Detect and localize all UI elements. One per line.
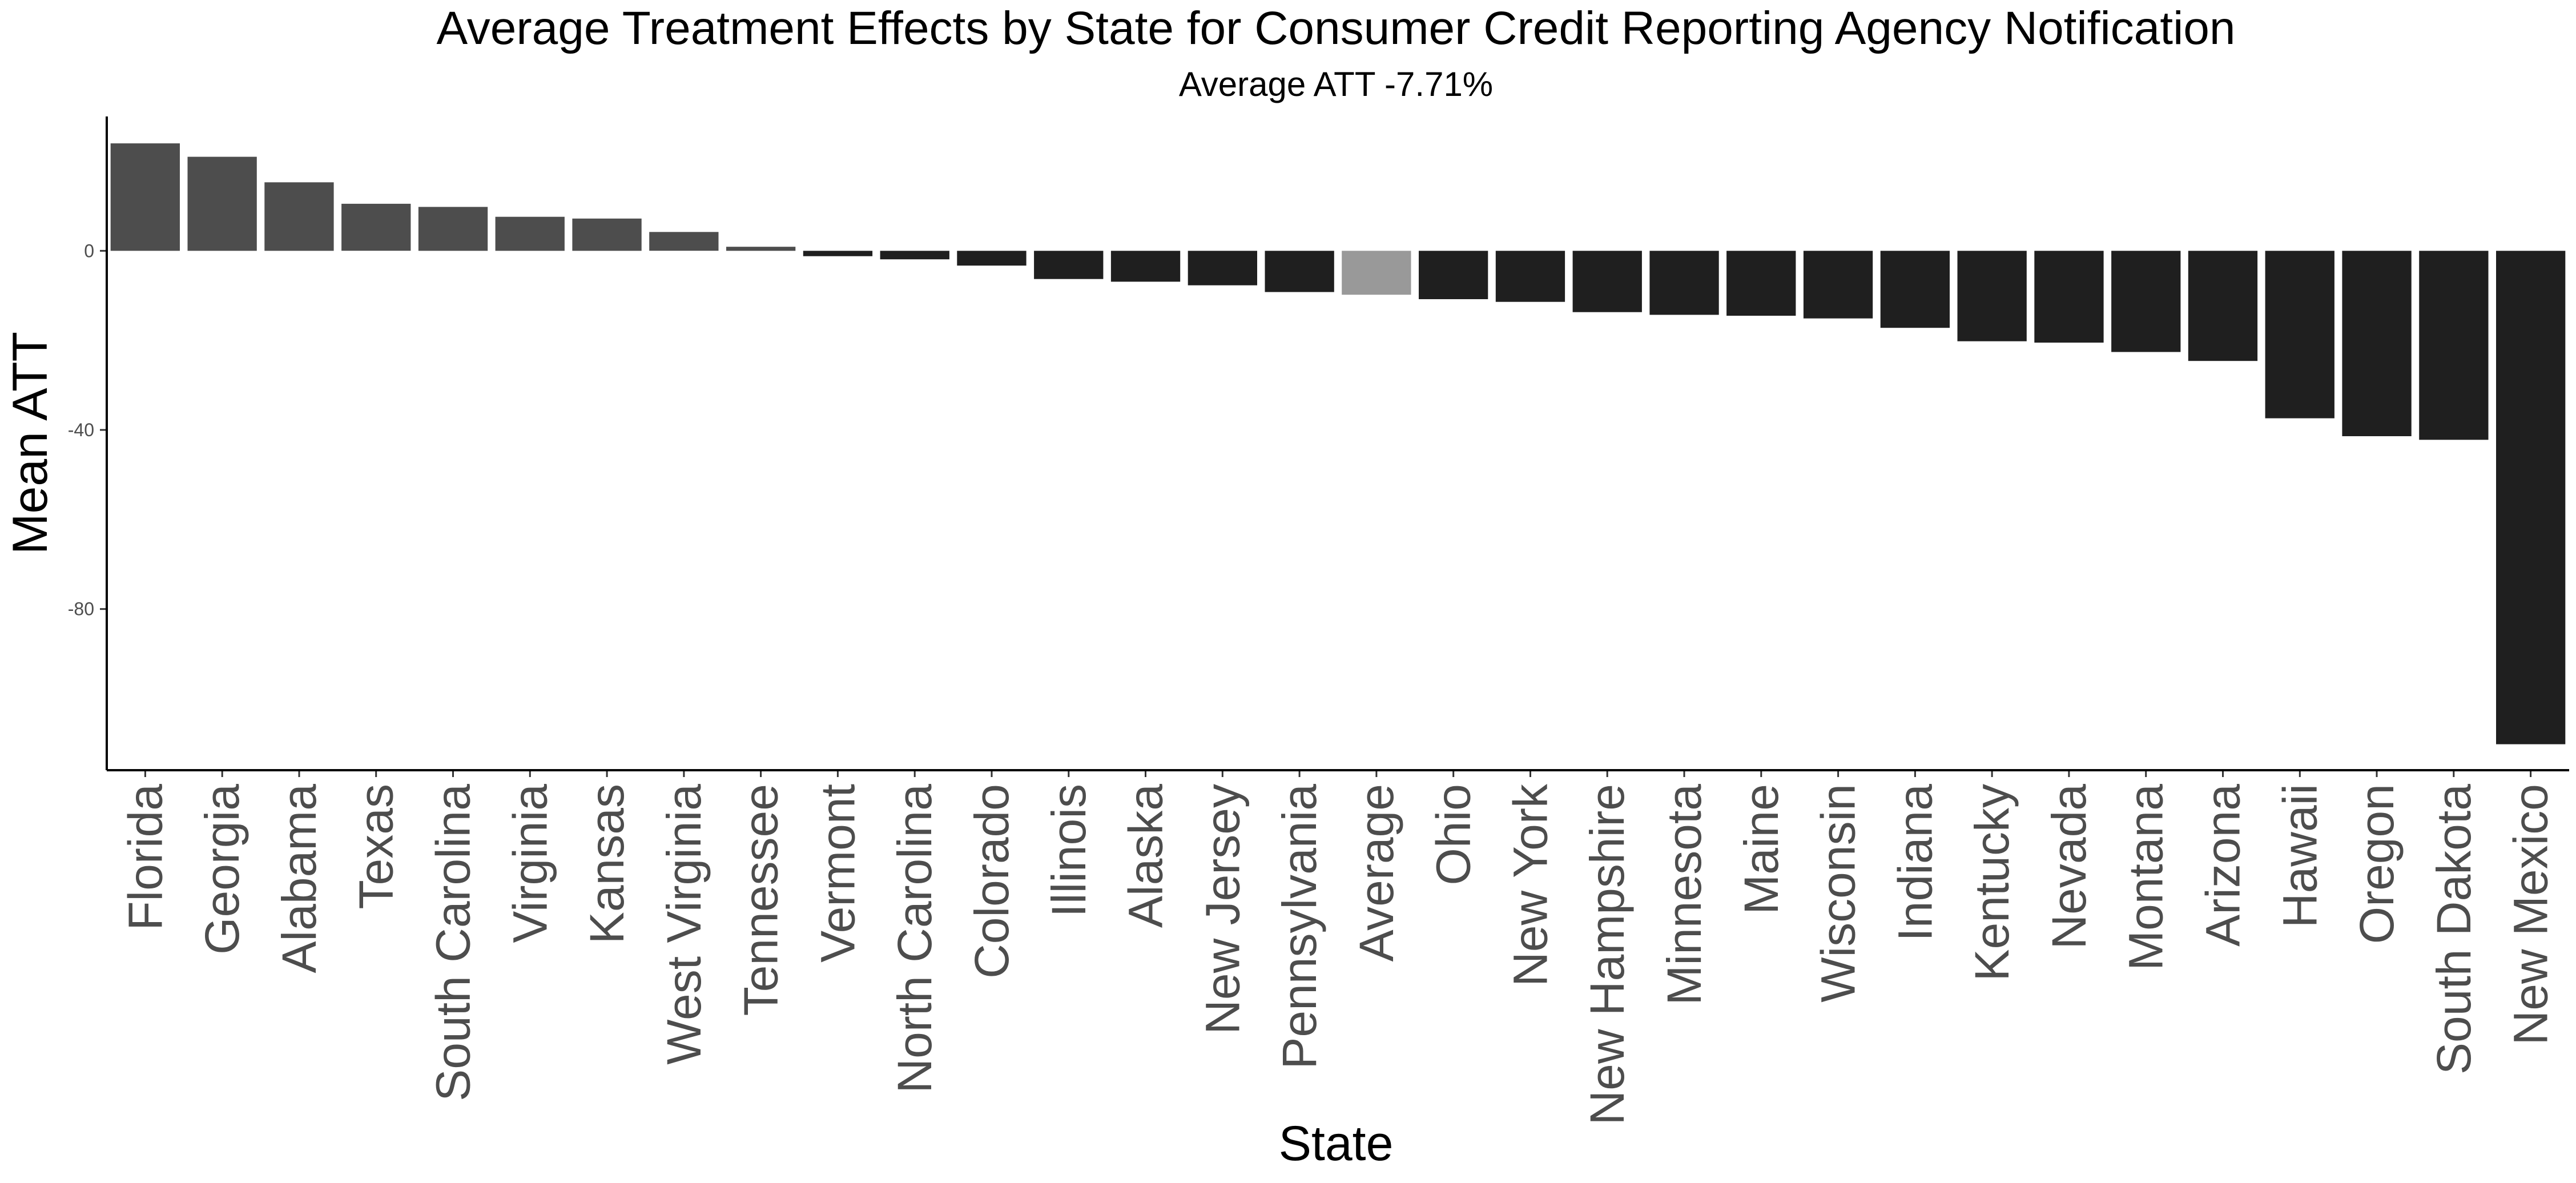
x-tick-label: Minnesota bbox=[1657, 784, 1711, 1005]
bar-florida bbox=[110, 143, 180, 251]
bar-ohio bbox=[1419, 251, 1488, 299]
x-tick-label: South Carolina bbox=[426, 784, 480, 1101]
bar-south-dakota bbox=[2419, 251, 2489, 440]
bar-new-york bbox=[1495, 251, 1565, 302]
bar-arizona bbox=[2188, 251, 2258, 361]
y-ticks-group: 0 -40 -80 bbox=[68, 240, 107, 619]
x-tick-label: Virginia bbox=[503, 784, 557, 943]
x-tick-label: Illinois bbox=[1042, 784, 1096, 917]
x-tick-label: South Dakota bbox=[2427, 784, 2481, 1075]
bar-colorado bbox=[957, 251, 1027, 266]
x-tick-label: Indiana bbox=[1888, 784, 1942, 941]
x-tick-label: Arizona bbox=[2196, 784, 2250, 947]
bar-kansas bbox=[572, 218, 642, 251]
x-tick-label: Georgia bbox=[195, 784, 249, 955]
bar-montana bbox=[2111, 251, 2181, 352]
bar-wisconsin bbox=[1803, 251, 1873, 319]
bar-maine bbox=[1726, 251, 1796, 316]
x-tick-labels: Florida Georgia Alabama Texas South Carolina… bbox=[118, 770, 2558, 1125]
x-tick-label: Alabama bbox=[272, 784, 326, 973]
x-tick-label: Wisconsin bbox=[1812, 784, 1865, 1003]
bar-vermont bbox=[803, 251, 873, 256]
bar-illinois bbox=[1034, 251, 1104, 279]
x-tick-label: Kentucky bbox=[1965, 784, 2019, 981]
bar-new-hampshire bbox=[1572, 251, 1642, 312]
bar-hawaii bbox=[2265, 251, 2334, 419]
y-tick-label: -80 bbox=[68, 599, 94, 619]
x-tick-label: Pennsylvania bbox=[1273, 784, 1326, 1069]
y-axis-title: Mean ATT bbox=[3, 332, 58, 554]
x-tick-label: New Mexico bbox=[2504, 784, 2558, 1045]
bar-georgia bbox=[187, 156, 257, 251]
x-tick-label: Hawaii bbox=[2273, 784, 2327, 928]
bar-west-virginia bbox=[649, 232, 719, 251]
bar-alabama bbox=[264, 182, 334, 251]
bar-nevada bbox=[2034, 251, 2104, 343]
bar-north-carolina bbox=[880, 251, 949, 260]
bar-south-carolina bbox=[418, 207, 488, 251]
bar-new-mexico bbox=[2496, 251, 2566, 745]
bar-new-jersey bbox=[1188, 251, 1257, 285]
bar-average bbox=[1342, 251, 1411, 295]
y-tick-label: -40 bbox=[68, 420, 94, 440]
chart-title: Average Treatment Effects by State for C… bbox=[437, 2, 2236, 54]
bar-minnesota bbox=[1649, 251, 1719, 315]
x-tick-label: Ohio bbox=[1427, 784, 1480, 885]
x-tick-label: Colorado bbox=[965, 784, 1019, 979]
x-tick-label: Tennessee bbox=[734, 784, 788, 1016]
x-tick-label: New York bbox=[1504, 783, 1557, 987]
x-tick-label: Vermont bbox=[811, 784, 864, 963]
x-tick-label: Maine bbox=[1734, 784, 1788, 915]
x-tick-label: Nevada bbox=[2042, 784, 2096, 949]
bar-indiana bbox=[1880, 251, 1950, 328]
x-tick-label: Average bbox=[1350, 784, 1403, 961]
bar-pennsylvania bbox=[1265, 251, 1334, 292]
y-tick-label: 0 bbox=[84, 240, 94, 261]
x-tick-label: West Virginia bbox=[657, 784, 711, 1065]
bar-tennessee bbox=[726, 247, 796, 251]
bar-kentucky bbox=[1957, 251, 2027, 341]
x-tick-label: New Hampshire bbox=[1580, 784, 1634, 1125]
bar-alaska bbox=[1110, 251, 1181, 282]
x-tick-label: Kansas bbox=[580, 784, 634, 944]
x-tick-label: New Jersey bbox=[1196, 784, 1249, 1035]
bar-oregon bbox=[2342, 251, 2412, 436]
x-tick-label: Florida bbox=[118, 784, 172, 931]
x-tick-label: North Carolina bbox=[888, 784, 941, 1093]
bar-texas bbox=[341, 203, 411, 251]
bars-group bbox=[110, 143, 2566, 745]
x-tick-label: Alaska bbox=[1119, 784, 1173, 928]
bar-virginia bbox=[495, 216, 565, 251]
x-tick-label: Texas bbox=[349, 784, 403, 909]
x-tick-label: Montana bbox=[2119, 784, 2173, 971]
chart-subtitle: Average ATT -7.71% bbox=[1179, 65, 1493, 103]
x-tick-label: Oregon bbox=[2350, 784, 2404, 944]
x-axis-title: State bbox=[1279, 1116, 1394, 1171]
